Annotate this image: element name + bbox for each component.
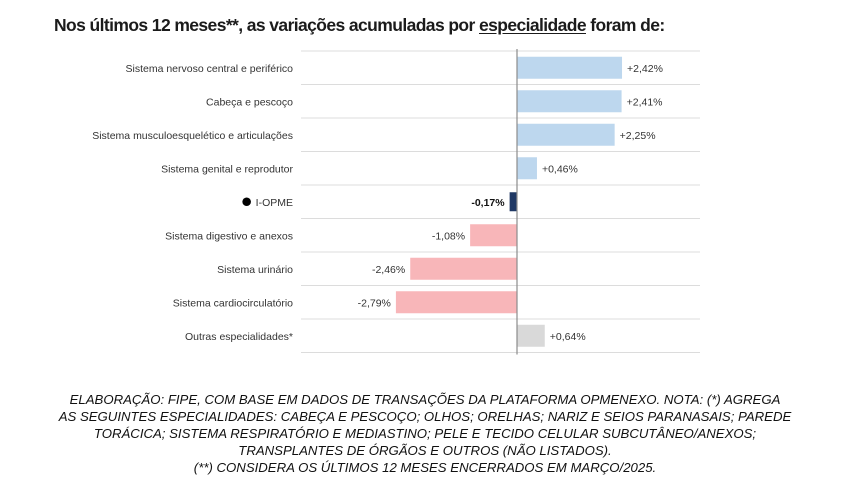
value-label: -0,17% bbox=[471, 197, 505, 209]
bar bbox=[395, 291, 517, 314]
value-label: +2,41% bbox=[627, 96, 663, 108]
bar bbox=[517, 90, 622, 113]
category-label: Sistema digestivo e anexos bbox=[165, 230, 293, 242]
bar bbox=[470, 224, 517, 247]
bar bbox=[517, 56, 623, 79]
category-label: Sistema musculoesquelético e articulaçõe… bbox=[92, 130, 293, 142]
footnote-line: TORÁCICA; SISTEMA RESPIRATÓRIO E MEDIAST… bbox=[93, 426, 757, 441]
title-text-underlined: especialidade bbox=[479, 15, 587, 35]
footnote: ELABORAÇÃO: FIPE, COM BASE EM DADOS DE T… bbox=[0, 391, 850, 476]
bar bbox=[517, 157, 537, 180]
category-label: Sistema nervoso central e periférico bbox=[126, 63, 294, 75]
bar bbox=[517, 123, 615, 146]
footnote-line: AS SEGUINTES ESPECIALIDADES: CABEÇA E PE… bbox=[58, 409, 792, 424]
category-label: Sistema urinário bbox=[217, 264, 293, 276]
value-label: +2,25% bbox=[620, 130, 656, 142]
highlight-marker-icon bbox=[242, 197, 251, 207]
bar bbox=[509, 192, 517, 212]
value-label: +2,42% bbox=[627, 63, 663, 75]
footnote-line: TRANSPLANTES DE ÓRGÃOS E OUTROS (NÃO LIS… bbox=[238, 443, 612, 458]
title-text-after: foram de: bbox=[585, 15, 665, 35]
value-label: -2,46% bbox=[372, 264, 405, 276]
category-label: I-OPME bbox=[256, 197, 293, 209]
bar bbox=[410, 257, 517, 280]
category-label: Cabeça e pescoço bbox=[206, 96, 293, 108]
value-label: +0,64% bbox=[550, 331, 586, 343]
footnote-line: ELABORAÇÃO: FIPE, COM BASE EM DADOS DE T… bbox=[69, 392, 781, 407]
bar bbox=[517, 324, 545, 347]
value-label: +0,46% bbox=[542, 163, 578, 175]
category-label: Outras especialidades* bbox=[185, 331, 293, 343]
category-label: Sistema cardiocirculatório bbox=[173, 297, 293, 309]
value-label: -2,79% bbox=[358, 297, 391, 309]
category-label: Sistema genital e reprodutor bbox=[161, 163, 293, 175]
variation-bar-chart: Sistema nervoso central e periférico +2,4… bbox=[92, 49, 700, 355]
title-text-before: Nos últimos 12 meses**, as variações acu… bbox=[54, 15, 479, 35]
value-label: -1,08% bbox=[432, 230, 465, 242]
footnote-line: (**) CONSIDERA OS ÚLTIMOS 12 MESES ENCER… bbox=[193, 460, 657, 475]
chart-title: Nos últimos 12 meses**, as variações acu… bbox=[54, 15, 665, 36]
